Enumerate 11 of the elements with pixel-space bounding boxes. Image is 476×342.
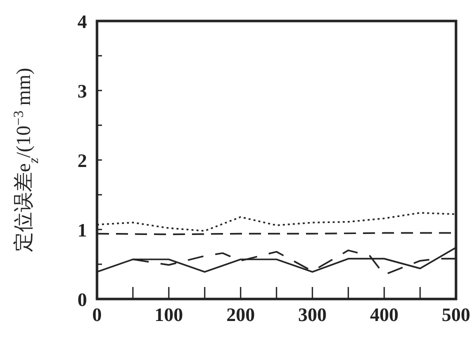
y-tick-label: 3 <box>78 82 87 102</box>
x-tick-label: 500 <box>442 305 470 326</box>
y-tick-label: 1 <box>78 220 87 242</box>
x-tick-label: 400 <box>370 305 398 326</box>
x-tick-label: 200 <box>226 305 255 326</box>
y-tick-label: 4 <box>78 12 88 33</box>
x-tick-label: 300 <box>298 305 327 326</box>
x-tick-label: 100 <box>154 305 184 326</box>
x-tick-label: 0 <box>92 305 102 326</box>
y-tick-label: 2 <box>78 151 87 172</box>
y-tick-label: 0 <box>78 290 87 311</box>
